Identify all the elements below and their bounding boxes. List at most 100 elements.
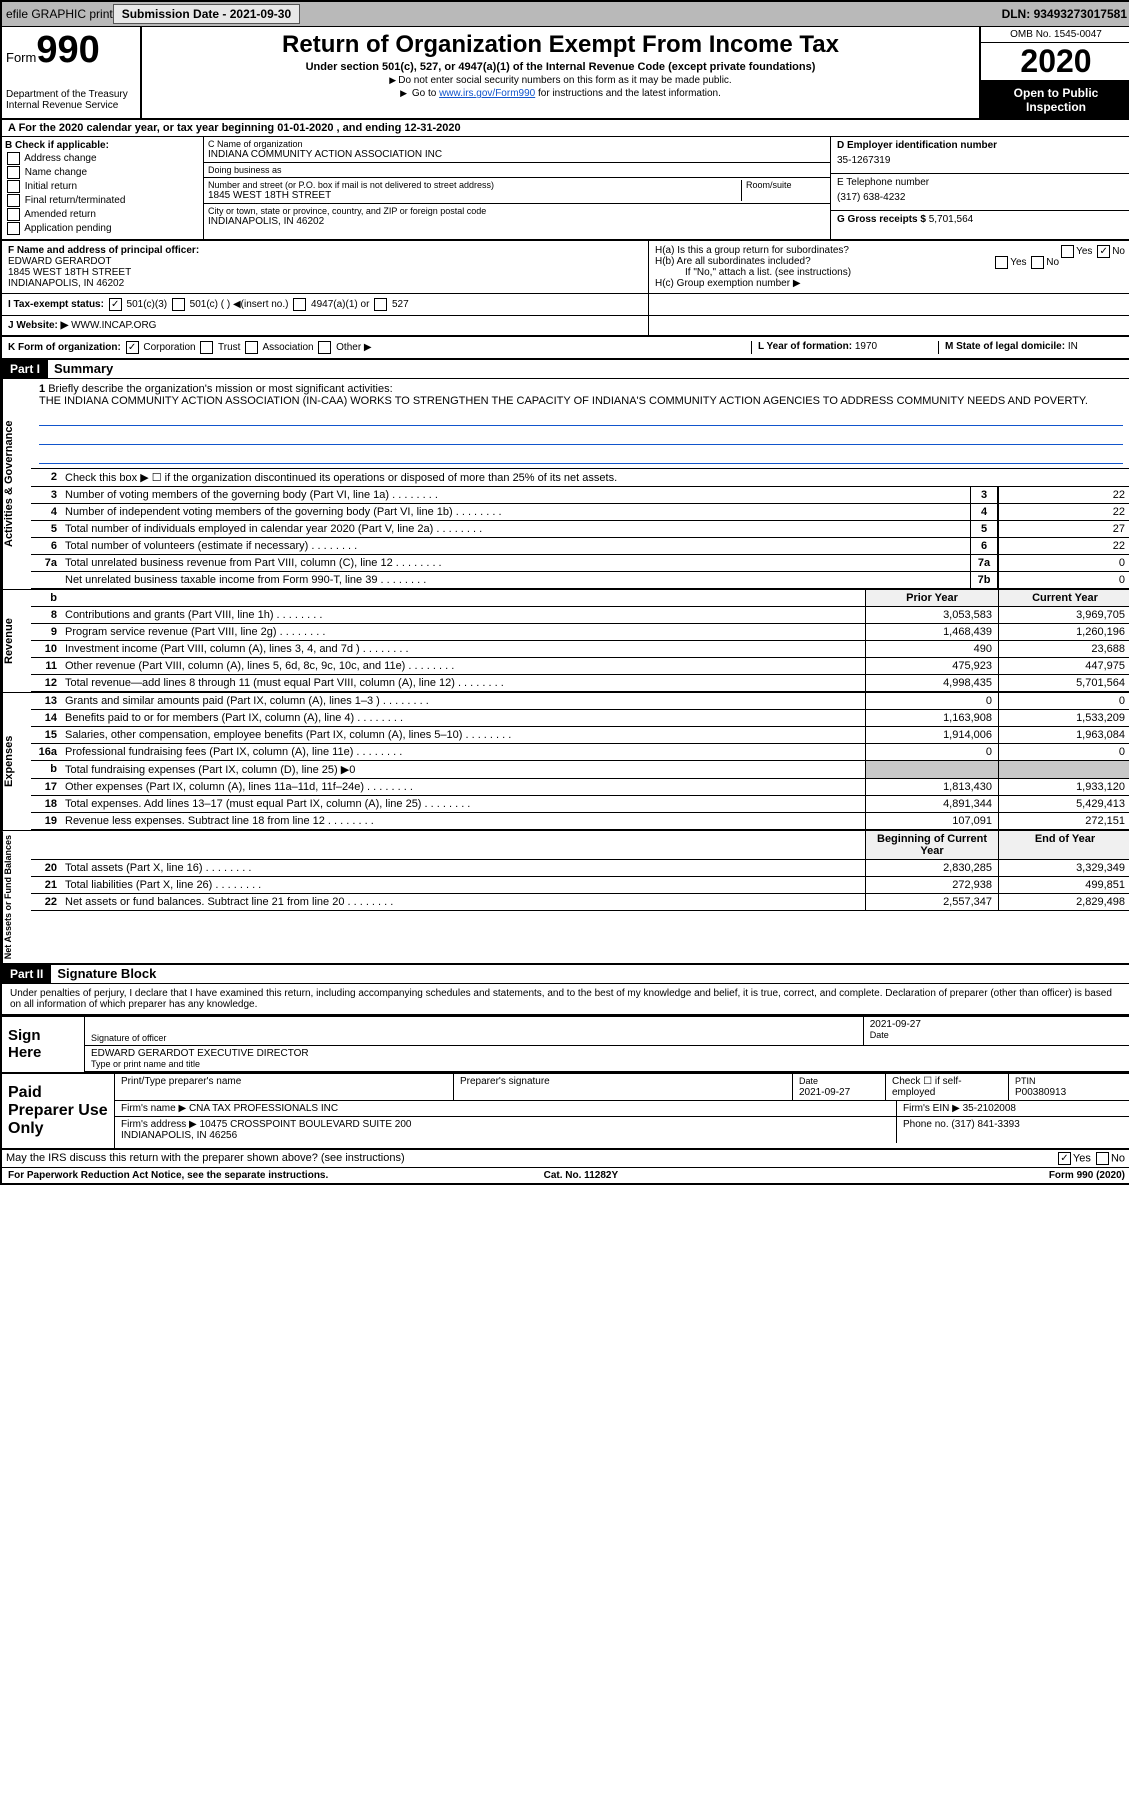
mission-block: 1 Briefly describe the organization's mi… xyxy=(31,379,1129,469)
year-formation-label: L Year of formation: xyxy=(758,341,855,352)
gov-line-6: 6Total number of volunteers (estimate if… xyxy=(31,538,1129,555)
vtab-expenses: Expenses xyxy=(2,693,31,830)
form-subtitle: Under section 501(c), 527, or 4947(a)(1)… xyxy=(150,61,971,73)
ein-label: D Employer identification number xyxy=(837,140,1125,151)
exp-line-15: 15Salaries, other compensation, employee… xyxy=(31,727,1129,744)
check-527[interactable] xyxy=(374,298,387,311)
line-2: 2Check this box ▶ ☐ if the organization … xyxy=(31,469,1129,487)
sig-officer-label: Signature of officer xyxy=(91,1033,857,1043)
check-app-pending[interactable]: Application pending xyxy=(5,222,200,235)
row-f-h: F Name and address of principal officer:… xyxy=(2,241,1129,294)
box-de: D Employer identification number35-12673… xyxy=(830,137,1129,239)
form-ref: Form 990 (2020) xyxy=(1049,1170,1125,1181)
governance-section: Activities & Governance 1 Briefly descri… xyxy=(2,379,1129,589)
sign-here-label: Sign Here xyxy=(2,1017,85,1072)
net-line-20: 20Total assets (Part X, line 16) . . . .… xyxy=(31,860,1129,877)
gov-line-3: 3Number of voting members of the governi… xyxy=(31,487,1129,504)
gov-line-7b: Net unrelated business taxable income fr… xyxy=(31,572,1129,589)
ha-no-checked[interactable]: ✓ xyxy=(1097,245,1110,258)
form-title: Return of Organization Exempt From Incom… xyxy=(150,31,971,59)
dba-label: Doing business as xyxy=(208,165,826,175)
check-other[interactable] xyxy=(318,341,331,354)
part2-label: Part II xyxy=(2,965,51,983)
year-formation: 1970 xyxy=(855,341,877,352)
paid-label: Paid Preparer Use Only xyxy=(2,1074,115,1148)
check-name-change[interactable]: Name change xyxy=(5,166,200,179)
top-bar: efile GRAPHIC print Submission Date - 20… xyxy=(2,2,1129,27)
org-name-label: C Name of organization xyxy=(208,139,826,149)
website-value: WWW.INCAP.ORG xyxy=(71,320,156,331)
phone-label: E Telephone number xyxy=(837,177,1125,188)
header-left: Form990 Department of the Treasury Inter… xyxy=(2,27,142,118)
website-label: J Website: ▶ xyxy=(8,320,68,331)
rev-line-9: 9Program service revenue (Part VIII, lin… xyxy=(31,624,1129,641)
box-b: B Check if applicable: Address change Na… xyxy=(2,137,204,239)
form-990-page: efile GRAPHIC print Submission Date - 20… xyxy=(0,0,1129,1185)
check-address-change[interactable]: Address change xyxy=(5,152,200,165)
net-line-22: 22Net assets or fund balances. Subtract … xyxy=(31,894,1129,911)
rev-line-12: 12Total revenue—add lines 8 through 11 (… xyxy=(31,675,1129,692)
part1-title: Summary xyxy=(54,361,113,376)
vtab-netassets: Net Assets or Fund Balances xyxy=(2,831,31,963)
rev-line-10: 10Investment income (Part VIII, column (… xyxy=(31,641,1129,658)
org-name: INDIANA COMMUNITY ACTION ASSOCIATION INC xyxy=(208,149,826,160)
rev-line-11: 11Other revenue (Part VIII, column (A), … xyxy=(31,658,1129,675)
exp-line-18: 18Total expenses. Add lines 13–17 (must … xyxy=(31,796,1129,813)
check-corp[interactable]: ✓ xyxy=(126,341,139,354)
check-501c[interactable] xyxy=(172,298,185,311)
ssn-note: Do not enter social security numbers on … xyxy=(150,75,971,86)
part1-label: Part I xyxy=(2,360,48,378)
irs-link[interactable]: www.irs.gov/Form990 xyxy=(439,88,535,99)
submission-date-button[interactable]: Submission Date - 2021-09-30 xyxy=(113,4,300,24)
check-trust[interactable] xyxy=(200,341,213,354)
form-header: Form990 Department of the Treasury Inter… xyxy=(2,27,1129,120)
form-number: 990 xyxy=(36,29,99,71)
print-name-label: Type or print name and title xyxy=(91,1059,1125,1069)
sign-block: Sign Here Signature of officer 2021-09-2… xyxy=(2,1015,1129,1072)
box-b-header: B Check if applicable: xyxy=(5,140,200,151)
efile-label: efile GRAPHIC print xyxy=(6,7,113,21)
cat-no: Cat. No. 11282Y xyxy=(544,1170,618,1181)
revenue-section: Revenue bPrior YearCurrent Year 8Contrib… xyxy=(2,589,1129,692)
tax-period: A For the 2020 calendar year, or tax yea… xyxy=(2,120,1129,137)
open-inspection: Open to Public Inspection xyxy=(981,82,1129,118)
row-i: I Tax-exempt status: ✓ 501(c)(3) 501(c) … xyxy=(2,294,1129,316)
check-final-return[interactable]: Final return/terminated xyxy=(5,194,200,207)
hc-row: H(c) Group exemption number ▶ xyxy=(655,278,1125,289)
prep-name-label: Print/Type preparer's name xyxy=(115,1074,454,1100)
officer-addr1: 1845 WEST 18TH STREET xyxy=(8,267,642,278)
discuss-no[interactable] xyxy=(1096,1152,1109,1165)
gov-line-4: 4Number of independent voting members of… xyxy=(31,504,1129,521)
jurat-text: Under penalties of perjury, I declare th… xyxy=(2,984,1129,1015)
check-assoc[interactable] xyxy=(245,341,258,354)
check-amended[interactable]: Amended return xyxy=(5,208,200,221)
check-4947[interactable] xyxy=(293,298,306,311)
gov-line-5: 5Total number of individuals employed in… xyxy=(31,521,1129,538)
mission-text: THE INDIANA COMMUNITY ACTION ASSOCIATION… xyxy=(39,395,1088,407)
firm-ein: 35-2102008 xyxy=(963,1103,1016,1114)
hb-row: H(b) Are all subordinates included? Yes … xyxy=(655,256,1125,267)
exp-line-16a: 16aProfessional fundraising fees (Part I… xyxy=(31,744,1129,761)
discuss-yes[interactable]: ✓ xyxy=(1058,1152,1071,1165)
check-501c3[interactable]: ✓ xyxy=(109,298,122,311)
gross-value: 5,701,564 xyxy=(929,214,974,225)
part1-header: Part I Summary xyxy=(2,360,1129,379)
mission-label: Briefly describe the organization's miss… xyxy=(48,383,392,395)
sig-date-label: Date xyxy=(870,1030,1125,1040)
ein-value: 35-1267319 xyxy=(837,151,1125,170)
irs-label: Internal Revenue Service xyxy=(6,100,136,111)
officer-addr2: INDIANAPOLIS, IN 46202 xyxy=(8,278,642,289)
paperwork-notice: For Paperwork Reduction Act Notice, see … xyxy=(8,1170,328,1181)
row-j: J Website: ▶ WWW.INCAP.ORG xyxy=(2,316,1129,337)
header-center: Return of Organization Exempt From Incom… xyxy=(142,27,979,118)
exp-line-13: 13Grants and similar amounts paid (Part … xyxy=(31,693,1129,710)
gov-line-7a: 7aTotal unrelated business revenue from … xyxy=(31,555,1129,572)
self-employed: Check ☐ if self-employed xyxy=(886,1074,1009,1100)
check-initial-return[interactable]: Initial return xyxy=(5,180,200,193)
exp-line-19: 19Revenue less expenses. Subtract line 1… xyxy=(31,813,1129,830)
prep-date: 2021-09-27 xyxy=(799,1087,850,1098)
part2-header: Part IISignature Block xyxy=(2,965,1129,984)
tax-exempt-label: I Tax-exempt status: xyxy=(8,299,104,310)
vtab-revenue: Revenue xyxy=(2,590,31,692)
officer-label: F Name and address of principal officer: xyxy=(8,245,642,256)
